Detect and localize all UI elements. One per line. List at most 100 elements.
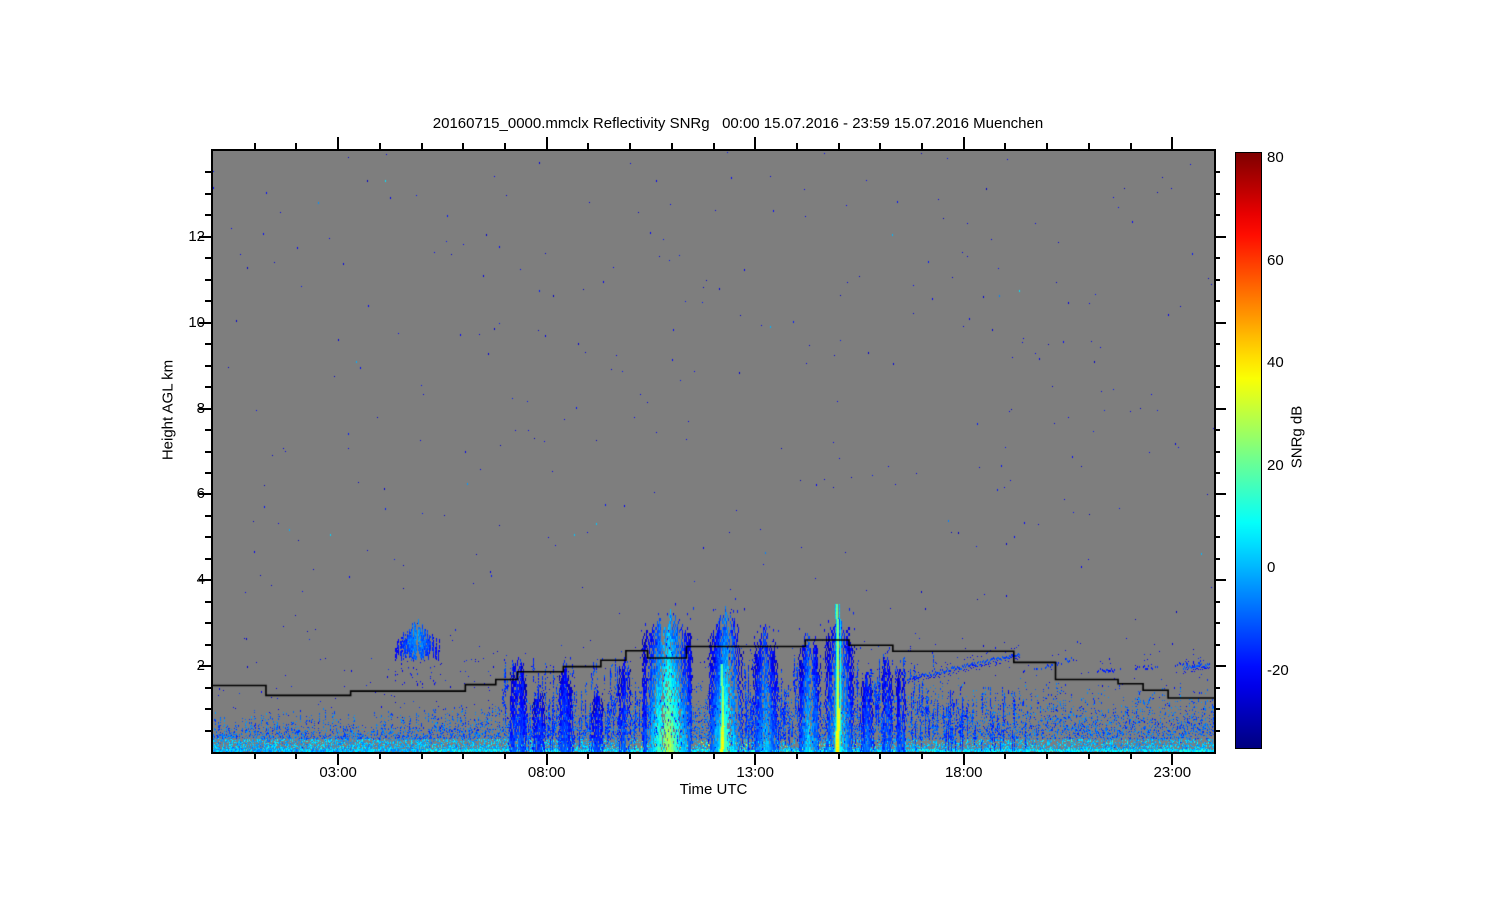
y-axis-tick bbox=[205, 514, 211, 517]
colorbar-label: SNRg dB bbox=[1288, 405, 1306, 469]
x-axis-tick-top bbox=[337, 137, 340, 149]
x-tick-label: 03:00 bbox=[319, 764, 357, 781]
x-axis-tick bbox=[503, 753, 506, 759]
x-axis-tick bbox=[295, 753, 298, 759]
y-axis-tick bbox=[205, 536, 211, 539]
y-axis-tick-right bbox=[1214, 192, 1220, 195]
y-axis-tick bbox=[205, 450, 211, 453]
y-axis-tick bbox=[199, 579, 211, 582]
y-axis-tick bbox=[199, 321, 211, 324]
y-axis-tick bbox=[205, 557, 211, 560]
x-axis-tick-top bbox=[1087, 143, 1090, 149]
colorbar-tick-label: -20 bbox=[1267, 662, 1289, 680]
x-axis-tick bbox=[1004, 753, 1007, 759]
y-axis-tick bbox=[205, 278, 211, 281]
x-axis-tick-top bbox=[545, 137, 548, 149]
y-axis-tick bbox=[199, 493, 211, 496]
x-axis-tick-top bbox=[921, 143, 924, 149]
x-axis-tick-top bbox=[587, 143, 590, 149]
x-axis-tick-top bbox=[754, 137, 757, 149]
x-axis-tick-top bbox=[462, 143, 465, 149]
colorbar-tick-label: 0 bbox=[1267, 559, 1276, 577]
colorbar-tick-label: 80 bbox=[1267, 149, 1284, 167]
y-axis-tick-right bbox=[1214, 493, 1226, 496]
y-axis-tick-right bbox=[1214, 536, 1220, 539]
y-axis-tick bbox=[205, 643, 211, 646]
y-axis-tick bbox=[205, 686, 211, 689]
y-axis-tick bbox=[205, 257, 211, 260]
x-axis-tick-top bbox=[1171, 137, 1174, 149]
x-axis-tick bbox=[378, 753, 381, 759]
y-axis-tick bbox=[205, 429, 211, 432]
y-tick-label: 4 bbox=[196, 571, 205, 589]
y-axis-tick-right bbox=[1214, 643, 1220, 646]
x-axis-tick-top bbox=[670, 143, 673, 149]
y-axis-tick-right bbox=[1214, 514, 1220, 517]
y-axis-tick-right bbox=[1214, 235, 1226, 238]
colorbar-tick-label: 20 bbox=[1267, 456, 1284, 474]
x-axis-tick-top bbox=[837, 143, 840, 149]
x-axis-tick-top bbox=[1129, 143, 1132, 149]
colorbar bbox=[1235, 152, 1262, 749]
y-axis-tick-right bbox=[1214, 557, 1220, 560]
y-axis-tick-right bbox=[1214, 214, 1220, 217]
y-axis-tick-right bbox=[1214, 171, 1220, 174]
y-axis-tick-right bbox=[1214, 686, 1220, 689]
x-axis-label: Time UTC bbox=[679, 781, 748, 798]
x-axis-tick bbox=[629, 753, 632, 759]
y-axis-tick-right bbox=[1214, 300, 1220, 303]
y-axis-tick bbox=[205, 364, 211, 367]
y-axis-tick-right bbox=[1214, 729, 1220, 732]
y-tick-label: 8 bbox=[196, 399, 205, 417]
x-axis-tick bbox=[462, 753, 465, 759]
x-tick-label: 13:00 bbox=[736, 764, 774, 781]
y-axis-label: Height AGL km bbox=[159, 359, 177, 461]
x-axis-tick-top bbox=[378, 143, 381, 149]
y-tick-label: 12 bbox=[188, 227, 205, 245]
x-axis-tick bbox=[837, 753, 840, 759]
y-axis-tick bbox=[205, 471, 211, 474]
y-axis-tick-right bbox=[1214, 579, 1226, 582]
x-axis-tick-top bbox=[1046, 143, 1049, 149]
x-axis-tick bbox=[337, 753, 340, 765]
y-axis-tick bbox=[205, 343, 211, 346]
y-axis-tick-right bbox=[1214, 600, 1220, 603]
y-axis-tick-right bbox=[1214, 665, 1226, 668]
y-axis-tick bbox=[199, 407, 211, 410]
y-axis-tick bbox=[205, 729, 211, 732]
x-axis-tick bbox=[420, 753, 423, 759]
x-axis-tick bbox=[712, 753, 715, 759]
x-axis-tick bbox=[1046, 753, 1049, 759]
x-axis-tick-top bbox=[420, 143, 423, 149]
x-axis-tick-top bbox=[629, 143, 632, 149]
x-axis-tick bbox=[253, 753, 256, 759]
x-axis-tick-top bbox=[503, 143, 506, 149]
y-axis-tick bbox=[199, 665, 211, 668]
x-axis-tick-top bbox=[962, 137, 965, 149]
y-axis-tick bbox=[205, 192, 211, 195]
y-axis-tick-right bbox=[1214, 386, 1220, 389]
y-axis-tick bbox=[205, 600, 211, 603]
y-tick-label: 6 bbox=[196, 485, 205, 503]
x-axis-tick bbox=[670, 753, 673, 759]
x-tick-label: 18:00 bbox=[944, 764, 983, 781]
y-axis-tick-right bbox=[1214, 622, 1220, 625]
x-axis-tick-top bbox=[295, 143, 298, 149]
x-axis-tick-top bbox=[253, 143, 256, 149]
colorbar-gradient bbox=[1236, 153, 1261, 748]
y-axis-tick bbox=[205, 386, 211, 389]
x-axis-tick bbox=[545, 753, 548, 765]
x-axis-tick bbox=[795, 753, 798, 759]
y-axis-tick-right bbox=[1214, 471, 1220, 474]
x-axis-tick bbox=[1171, 753, 1174, 765]
x-axis-tick bbox=[962, 753, 965, 765]
x-axis-tick bbox=[754, 753, 757, 765]
y-axis-tick bbox=[205, 214, 211, 217]
y-axis-tick-right bbox=[1214, 278, 1220, 281]
y-axis-tick-right bbox=[1214, 343, 1220, 346]
y-tick-label: 2 bbox=[196, 657, 205, 675]
y-axis-tick-right bbox=[1214, 257, 1220, 260]
x-tick-label: 08:00 bbox=[527, 764, 566, 781]
y-axis-tick-right bbox=[1214, 708, 1220, 711]
